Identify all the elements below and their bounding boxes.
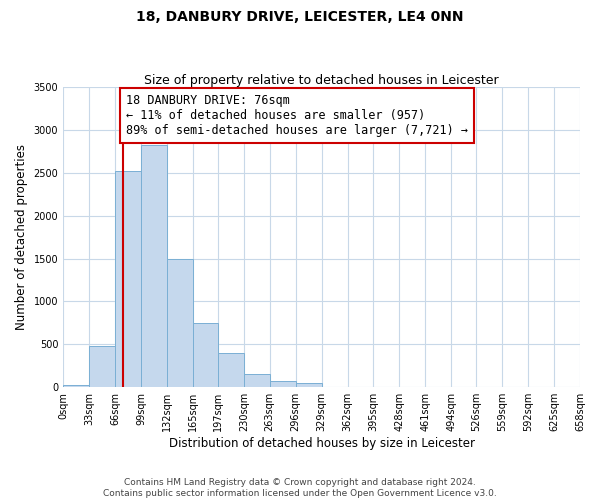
Bar	[193, 323, 218, 387]
Bar	[167, 258, 193, 387]
X-axis label: Distribution of detached houses by size in Leicester: Distribution of detached houses by size …	[169, 437, 475, 450]
Bar	[218, 353, 244, 387]
Y-axis label: Number of detached properties: Number of detached properties	[15, 144, 28, 330]
Title: Size of property relative to detached houses in Leicester: Size of property relative to detached ho…	[144, 74, 499, 87]
Bar	[63, 386, 89, 387]
Bar	[141, 146, 167, 387]
Bar	[270, 381, 296, 387]
Bar	[115, 171, 141, 387]
Text: 18 DANBURY DRIVE: 76sqm
← 11% of detached houses are smaller (957)
89% of semi-d: 18 DANBURY DRIVE: 76sqm ← 11% of detache…	[126, 94, 468, 137]
Bar	[244, 374, 270, 387]
Bar	[89, 346, 115, 387]
Text: 18, DANBURY DRIVE, LEICESTER, LE4 0NN: 18, DANBURY DRIVE, LEICESTER, LE4 0NN	[136, 10, 464, 24]
Bar	[296, 383, 322, 387]
Text: Contains HM Land Registry data © Crown copyright and database right 2024.
Contai: Contains HM Land Registry data © Crown c…	[103, 478, 497, 498]
